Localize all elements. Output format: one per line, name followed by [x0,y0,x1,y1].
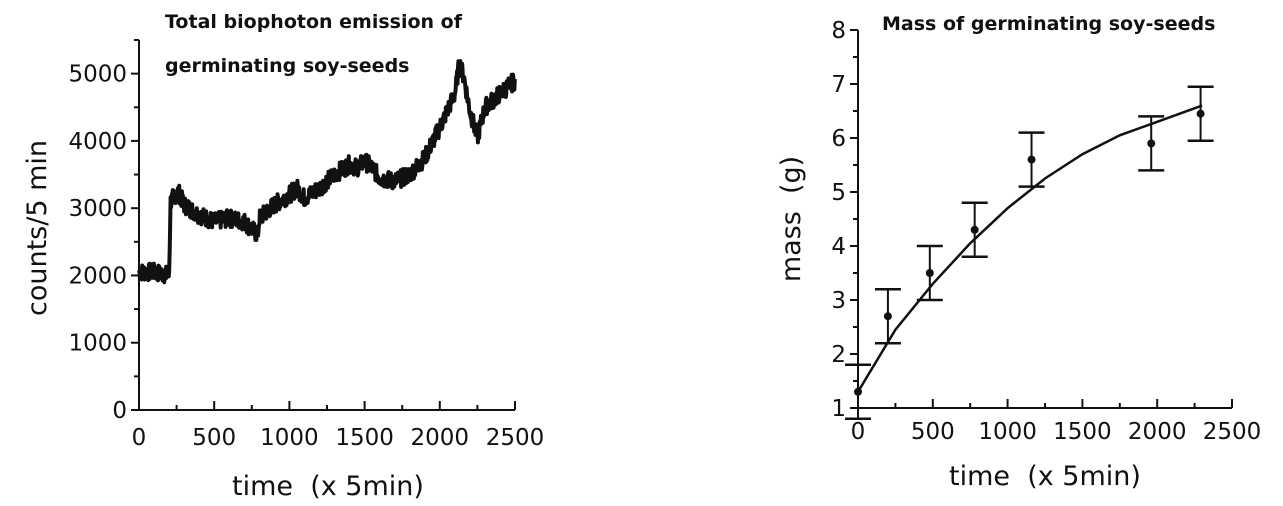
right-x-tick-label: 2000 [1128,419,1187,445]
mass-data-point [854,388,862,396]
right-y-tick-label: 2 [831,342,846,368]
mass-data-point [1197,110,1205,118]
left-x-tick-label: 1000 [260,425,319,451]
left-y-tick-label: 5000 [68,62,127,88]
biophoton-series-line [139,61,515,282]
left-x-tick-label: 1500 [335,425,394,451]
left-x-tick-label: 500 [192,425,236,451]
right-x-axis-title: time (x 5min) [949,461,1141,492]
right-y-axis-title: mass (g) [776,156,807,282]
mass-data-point [971,226,979,234]
right-title: Mass of germinating soy-seeds [882,13,1215,35]
left-x-tick-label: 2000 [411,425,470,451]
left-y-axis-title: counts/5 min [22,140,53,316]
left-y-tick-label: 1000 [68,331,127,357]
left-y-tick-label: 4000 [68,129,127,155]
right-y-tick-label: 5 [831,180,846,206]
right-y-tick-label: 8 [831,18,846,44]
right-x-tick-label: 0 [851,419,866,445]
right-y-tick-label: 6 [831,126,846,152]
right-ticks: 0 500 1000 1500 2000 2500 1 2 3 4 5 6 7 8 [831,18,1261,445]
left-title-line-1: Total biophoton emission of [165,11,463,33]
left-x-tick-label: 2500 [486,425,545,451]
right-x-tick-label: 1000 [978,419,1037,445]
right-y-tick-label: 1 [831,396,846,422]
right-x-tick-label: 1500 [1053,419,1112,445]
left-y-tick-label: 2000 [68,263,127,289]
left-y-tick-label: 0 [112,398,127,424]
mass-data-point [1147,139,1155,147]
mass-data-point [1028,156,1036,164]
right-x-tick-label: 500 [911,419,955,445]
mass-chart: 0 500 1000 1500 2000 2500 1 2 3 4 5 6 7 8 Mass of ger… [776,13,1261,492]
mass-points [845,87,1214,419]
right-y-tick-label: 3 [831,288,846,314]
right-y-tick-label: 7 [831,72,846,98]
mass-data-point [884,312,892,320]
right-x-tick-label: 2500 [1203,419,1262,445]
left-x-axis-title: time (x 5min) [232,471,424,502]
left-x-tick-label: 0 [132,425,147,451]
mass-data-point [926,269,934,277]
left-y-tick-label: 3000 [68,196,127,222]
left-title-line-2: germinating soy-seeds [165,55,409,77]
right-y-tick-label: 4 [831,234,846,260]
biophoton-chart: 0 500 1000 1500 2000 2500 0 1000 2000 3000 4000 500… [22,11,544,502]
